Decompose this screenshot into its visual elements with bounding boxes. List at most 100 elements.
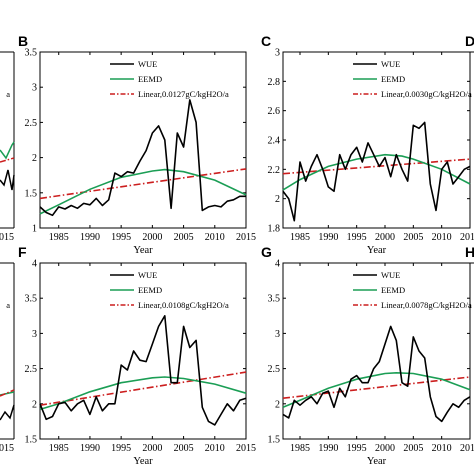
legend-entry: Linear,0.0078gC/kgH2O/a — [381, 300, 472, 310]
y-tick-label: 3 — [32, 83, 37, 94]
panel-letter-d: D — [465, 33, 474, 49]
panel-b: B 1 1.5 2 2.5 3 3.5 1985 1990 1995 2000 2005 2010 201… — [18, 33, 256, 256]
x-tick-label: 1985 — [290, 443, 310, 454]
x-axis-label: Year — [133, 245, 153, 256]
x-tick-label: 2015 — [236, 232, 256, 243]
panel-letter-b: B — [18, 33, 28, 49]
legend-entry: WUE — [381, 59, 400, 69]
legend-g: WUE EEMD Linear,0.0078gC/kgH2O/a — [353, 270, 472, 310]
y-tick-label: 2.4 — [268, 136, 281, 147]
panel-f: F 1.5 2 2.5 3 3.5 4 1985 1990 1995 2000 2005 2010 201… — [18, 244, 256, 467]
x-axis-label: Year — [367, 456, 387, 467]
left-partial-panel-top: a 2015 — [0, 51, 15, 243]
x-tick-label: 2005 — [174, 232, 194, 243]
x-tick-label: 1995 — [347, 443, 367, 454]
left-partial-panel-bottom: a 2015 — [0, 262, 15, 454]
panel-letter-c: C — [261, 33, 271, 49]
panel-c: C 1.8 2 2.2 2.4 2.6 2.8 3 1985 1990 1995 2000 2005 20… — [261, 33, 474, 256]
y-tick-label: 1.5 — [268, 435, 281, 446]
plot-frame-g — [282, 262, 471, 440]
y-tick-label: 1.5 — [25, 188, 38, 199]
y-tick-label: 2.5 — [25, 364, 38, 375]
y-tick-label: 1.8 — [268, 224, 281, 235]
y-tick-label: 4 — [275, 259, 280, 270]
x-tick-label: 2010 — [205, 232, 225, 243]
y-tick-label: 1.5 — [25, 435, 38, 446]
y-tick-label: 3.5 — [268, 294, 281, 305]
y-tick-label: 3 — [275, 329, 280, 340]
x-tick-label: 1995 — [111, 232, 131, 243]
y-tick-label: 1 — [32, 224, 37, 235]
panel-letter-f: F — [18, 244, 27, 260]
y-tick-label: 3 — [275, 48, 280, 59]
y-tick-label: 3 — [32, 329, 37, 340]
legend-entry: EEMD — [381, 74, 405, 84]
y-tick-label: 3.5 — [25, 294, 38, 305]
y-tick-label: 2.6 — [268, 106, 281, 117]
y-tick-label: 4 — [32, 259, 37, 270]
x-tick-label: 1985 — [49, 443, 69, 454]
y-tick-label: 2.5 — [268, 364, 281, 375]
legend-f: WUE EEMD Linear,0.0108gC/kgH2O/a — [110, 270, 229, 310]
wue-line-b — [39, 99, 246, 217]
panel-letter-g: G — [261, 244, 272, 260]
x-tick-label: 2010 — [432, 443, 452, 454]
x-tick-label: 2015 — [460, 443, 474, 454]
x-tick-label: 2005 — [403, 443, 423, 454]
x-tick-label: 2000 — [375, 443, 395, 454]
x-tick-label: 1995 — [111, 443, 131, 454]
legend-entry: WUE — [381, 270, 400, 280]
plot-frame-f — [39, 262, 247, 440]
legend-entry: Linear,0.0030gC/kgH2O/a — [381, 89, 472, 99]
legend-entry: EEMD — [138, 285, 162, 295]
eemd-line-g — [282, 371, 471, 409]
left-top-tick-label: 2015 — [0, 232, 14, 243]
x-tick-label: 1985 — [49, 232, 69, 243]
x-tick-label: 2010 — [432, 232, 452, 243]
y-tick-label: 2.8 — [268, 77, 281, 88]
legend-entry: Linear,0.0127gC/kgH2O/a — [138, 89, 229, 99]
y-tick-label: 2 — [275, 399, 280, 410]
x-tick-label: 2000 — [142, 443, 162, 454]
y-tick-label: 3.5 — [25, 48, 38, 59]
y-tick-label: 2 — [275, 194, 280, 205]
x-axis-label: Year — [133, 456, 153, 467]
eemd-line-b — [39, 168, 247, 215]
left-bottom-legend-fragment: a — [6, 300, 10, 310]
y-tick-label: 2 — [32, 399, 37, 410]
panel-g: G 1.5 2 2.5 3 3.5 4 1985 1990 1995 2000 2005 2010 201… — [261, 244, 474, 467]
eemd-line-f — [39, 376, 247, 411]
left-bottom-tick-label: 2015 — [0, 443, 14, 454]
x-tick-label: 1995 — [347, 232, 367, 243]
x-axis-label: Year — [367, 245, 387, 256]
legend-entry: EEMD — [381, 285, 405, 295]
y-tick-label: 2.5 — [25, 118, 38, 129]
linear-trend-line-b — [39, 168, 247, 200]
y-tick-label: 2 — [32, 153, 37, 164]
right-partial-panel-bottom: H — [465, 244, 474, 264]
chart-panels: B 1 1.5 2 2.5 3 3.5 1985 1990 1995 2000 2005 2010 201… — [18, 33, 474, 467]
x-tick-label: 1985 — [290, 232, 310, 243]
x-tick-label: 2000 — [142, 232, 162, 243]
right-partial-panel-top: D — [465, 33, 474, 53]
x-tick-label: 1990 — [318, 232, 338, 243]
linear-trend-line-f — [39, 371, 247, 406]
wue-line-g — [282, 325, 471, 423]
legend-entry: WUE — [138, 59, 157, 69]
x-tick-label: 2005 — [174, 443, 194, 454]
legend-entry: EEMD — [138, 74, 162, 84]
y-tick-label: 2.2 — [268, 165, 281, 176]
x-tick-label: 2000 — [375, 232, 395, 243]
x-tick-label: 2005 — [403, 232, 423, 243]
x-tick-label: 2015 — [236, 443, 256, 454]
plot-frame-b — [39, 51, 247, 229]
panel-letter-h: H — [465, 244, 474, 260]
legend-entry: Linear,0.0108gC/kgH2O/a — [138, 300, 229, 310]
legend-entry: WUE — [138, 270, 157, 280]
legend-c: WUE EEMD Linear,0.0030gC/kgH2O/a — [353, 59, 472, 99]
x-tick-label: 1990 — [80, 443, 100, 454]
legend-b: WUE EEMD Linear,0.0127gC/kgH2O/a — [110, 59, 229, 99]
x-tick-label: 1990 — [80, 232, 100, 243]
left-top-legend-fragment: a — [6, 89, 10, 99]
x-tick-label: 2010 — [205, 443, 225, 454]
